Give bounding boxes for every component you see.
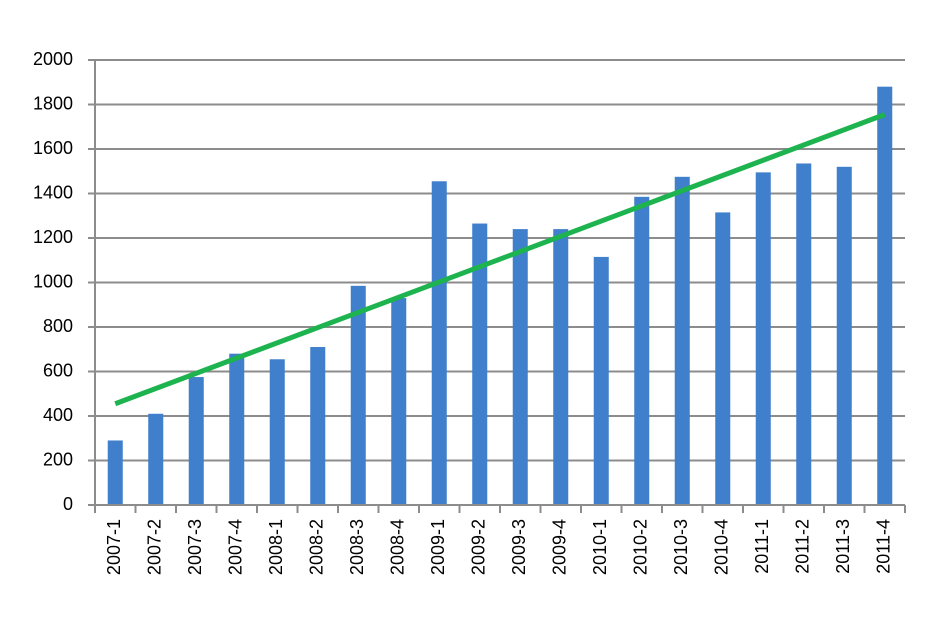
bar	[391, 298, 407, 505]
bar	[107, 440, 123, 505]
y-tick-label: 1200	[33, 227, 73, 247]
x-tick-label: 2011-1	[752, 519, 772, 574]
x-tick-label: 2008-3	[347, 519, 367, 575]
x-tick-label: 2009-3	[509, 519, 529, 575]
bar	[674, 176, 690, 505]
x-tick-label: 2011-4	[874, 519, 894, 574]
trend-line	[114, 112, 886, 407]
x-tick-label: 2010-3	[671, 519, 691, 575]
y-tick-label: 200	[43, 449, 73, 469]
x-tick-label: 2009-1	[428, 519, 448, 575]
x-tick-label: 2007-3	[185, 519, 205, 575]
bar	[796, 163, 812, 505]
x-tick-label: 2007-1	[104, 519, 124, 575]
y-tick-label: 1400	[33, 182, 73, 202]
bar	[350, 285, 366, 505]
bar	[472, 223, 488, 505]
x-tick-label: 2011-2	[793, 519, 813, 574]
x-tick-label: 2008-4	[388, 519, 408, 575]
bar	[634, 196, 650, 505]
y-tick-label: 400	[43, 405, 73, 425]
bar	[512, 229, 528, 505]
bar	[310, 347, 326, 505]
x-tick-label: 2009-4	[550, 519, 570, 575]
y-tick-label: 600	[43, 360, 73, 380]
y-tick-label: 1800	[33, 93, 73, 113]
x-tick-label: 2008-2	[307, 519, 327, 575]
bar	[877, 86, 893, 505]
bar	[269, 359, 285, 505]
y-tick-label: 800	[43, 316, 73, 336]
x-tick-label: 2009-2	[469, 519, 489, 575]
bar	[715, 212, 731, 505]
bar	[229, 353, 245, 505]
x-tick-label: 2010-2	[631, 519, 651, 575]
bar	[188, 377, 204, 505]
bar	[755, 172, 771, 506]
bar	[431, 181, 447, 505]
bar	[553, 229, 569, 505]
x-tick-label: 2010-1	[590, 519, 610, 575]
y-tick-label: 2000	[33, 49, 73, 69]
y-tick-label: 0	[63, 494, 73, 514]
x-tick-label: 2008-1	[266, 519, 286, 575]
bar	[148, 413, 164, 505]
x-tick-label: 2011-3	[833, 519, 853, 574]
x-tick-label: 2007-4	[226, 519, 246, 575]
x-tick-label: 2010-4	[712, 519, 732, 575]
y-tick-label: 1000	[33, 271, 73, 291]
bar	[836, 166, 852, 506]
bar	[593, 256, 609, 505]
y-tick-label: 1600	[33, 138, 73, 158]
x-tick-label: 2007-2	[145, 519, 165, 575]
